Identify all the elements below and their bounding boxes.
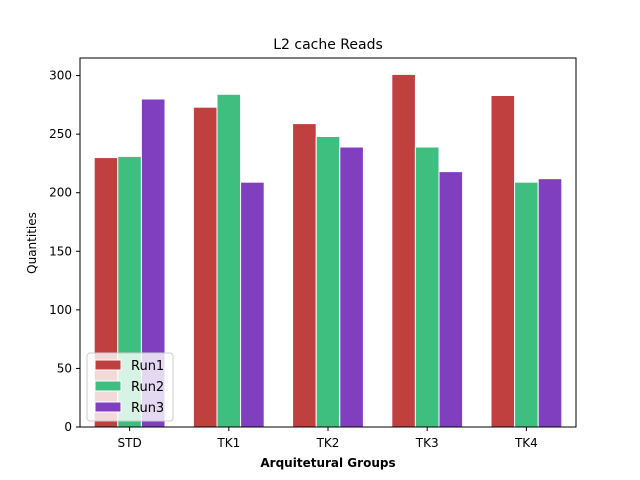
y-tick-label: 100 xyxy=(49,303,72,317)
chart-title: L2 cache Reads xyxy=(273,37,383,53)
x-tick-label: TK4 xyxy=(514,436,538,450)
y-axis-label: Quantities xyxy=(25,212,39,274)
bar-run3-tk3 xyxy=(438,171,464,428)
y-tick-label: 250 xyxy=(49,127,72,141)
legend-swatch-run2 xyxy=(94,380,122,392)
bar-run1-tk1 xyxy=(192,106,218,428)
y-tick-label: 300 xyxy=(49,69,72,83)
x-tick-label: STD xyxy=(118,436,142,450)
plot-area: 0 50 100 150 200 250 300 STD TK1 TK2 TK3 TK4 xyxy=(49,57,577,450)
bar-run3-tk1 xyxy=(240,181,265,428)
bar-run2-tk3 xyxy=(414,146,440,428)
x-tick-label: TK3 xyxy=(415,436,439,450)
y-tick-label: 150 xyxy=(49,244,72,258)
x-axis-label: Arquitetural Groups xyxy=(260,456,395,470)
legend: Run1 Run2 Run3 xyxy=(86,352,174,422)
bar-run3-tk4 xyxy=(537,178,563,428)
bar-run2-tk1 xyxy=(216,93,242,428)
y-tick-label: 0 xyxy=(64,420,72,434)
x-tick-label: TK2 xyxy=(316,436,340,450)
bar-run1-tk4 xyxy=(490,94,516,428)
bar-run2-tk4 xyxy=(514,181,539,428)
y-tick-label: 50 xyxy=(57,361,72,375)
bar-run1-tk2 xyxy=(292,123,317,428)
legend-label-run3: Run3 xyxy=(131,401,164,416)
bar-run3-tk2 xyxy=(339,146,364,428)
bar-run1-tk3 xyxy=(391,73,416,428)
legend-label-run1: Run1 xyxy=(131,359,164,374)
x-tick-label: TK1 xyxy=(216,436,240,450)
legend-swatch-run3 xyxy=(94,401,122,413)
bar-run2-tk2 xyxy=(315,135,341,428)
y-tick-label: 200 xyxy=(49,186,72,200)
legend-swatch-run1 xyxy=(94,359,122,371)
legend-label-run2: Run2 xyxy=(131,380,164,395)
